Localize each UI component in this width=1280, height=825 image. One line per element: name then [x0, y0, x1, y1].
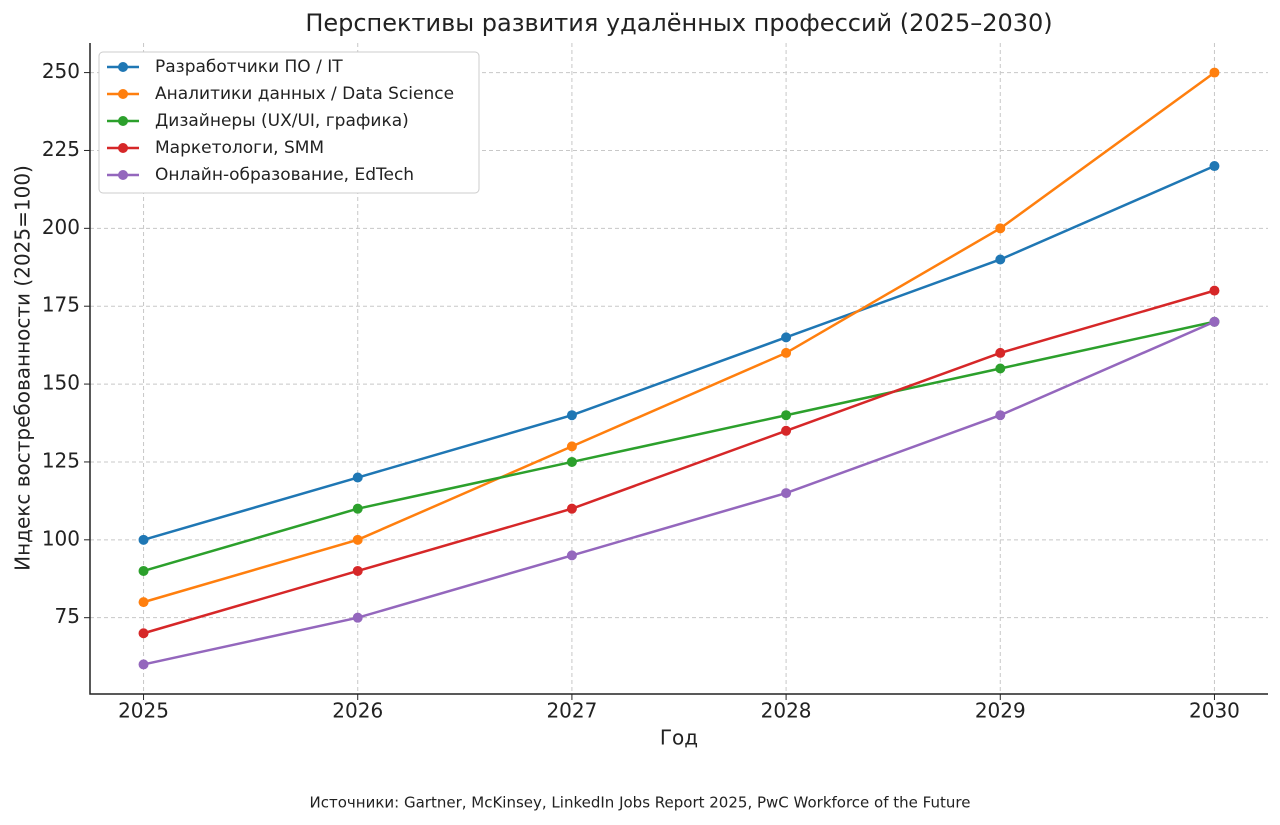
legend-marker [118, 170, 128, 180]
data-point [995, 223, 1006, 234]
data-point [138, 628, 149, 639]
data-point [138, 597, 149, 608]
data-point [352, 534, 363, 545]
x-tick-label: 2030 [1189, 699, 1240, 723]
legend-label: Аналитики данных / Data Science [155, 84, 454, 104]
series-line [143, 164, 1215, 542]
series-line [143, 71, 1216, 604]
data-point [781, 425, 792, 436]
x-axis-label: Год [660, 726, 698, 750]
legend-marker [118, 62, 128, 72]
legend-label: Маркетологи, SMM [155, 138, 324, 158]
x-tick-label: 2029 [975, 699, 1026, 723]
y-tick-label: 125 [42, 448, 80, 472]
y-tick-label: 75 [55, 604, 80, 628]
data-point [1209, 285, 1220, 296]
data-point [352, 472, 363, 483]
x-tick-label: 2026 [332, 699, 383, 723]
data-point [566, 503, 577, 514]
legend-marker [118, 116, 128, 126]
y-tick-label: 200 [42, 215, 80, 239]
legend-label: Разработчики ПО / IT [155, 57, 343, 77]
x-tick-label: 2028 [761, 699, 812, 723]
x-tick-label: 2027 [546, 699, 597, 723]
series-line [143, 289, 1215, 635]
legend-label: Дизайнеры (UX/UI, графика) [155, 111, 409, 131]
data-point [995, 254, 1006, 265]
data-point [566, 456, 577, 467]
series-line [143, 320, 1215, 666]
axes-frame [89, 43, 1268, 695]
data-point [566, 550, 577, 561]
source-note: Источники: Gartner, McKinsey, LinkedIn J… [310, 794, 971, 812]
data-point [352, 612, 363, 623]
legend-marker [118, 143, 128, 153]
y-tick-label: 175 [42, 293, 80, 317]
legend-label: Онлайн-образование, EdTech [155, 165, 414, 185]
data-point [1209, 316, 1220, 327]
chart-title: Перспективы развития удалённых профессий… [305, 9, 1052, 37]
data-point [781, 488, 792, 499]
y-tick-label: 150 [42, 371, 80, 395]
data-point [1209, 161, 1220, 172]
legend-marker [118, 89, 128, 99]
data-point [566, 410, 577, 421]
data-point [352, 503, 363, 514]
series-line [143, 320, 1215, 573]
y-tick-label: 100 [42, 526, 80, 550]
y-tick-label: 225 [42, 137, 80, 161]
data-point [566, 441, 577, 452]
data-point [1209, 67, 1220, 78]
data-point [995, 363, 1006, 374]
y-axis-label: Индекс востребованности (2025=100) [11, 165, 35, 571]
data-point [138, 659, 149, 670]
data-point [781, 347, 792, 358]
data-point [138, 565, 149, 576]
legend: Разработчики ПО / IT Аналитики данных / D… [98, 51, 480, 194]
legend-box [98, 51, 480, 194]
y-tick-label: 250 [42, 59, 80, 83]
data-point [781, 410, 792, 421]
data-point [995, 347, 1006, 358]
data-point [995, 410, 1006, 421]
x-tick-label: 2025 [118, 699, 169, 723]
data-point [138, 534, 149, 545]
data-point [781, 332, 792, 343]
data-point [352, 565, 363, 576]
